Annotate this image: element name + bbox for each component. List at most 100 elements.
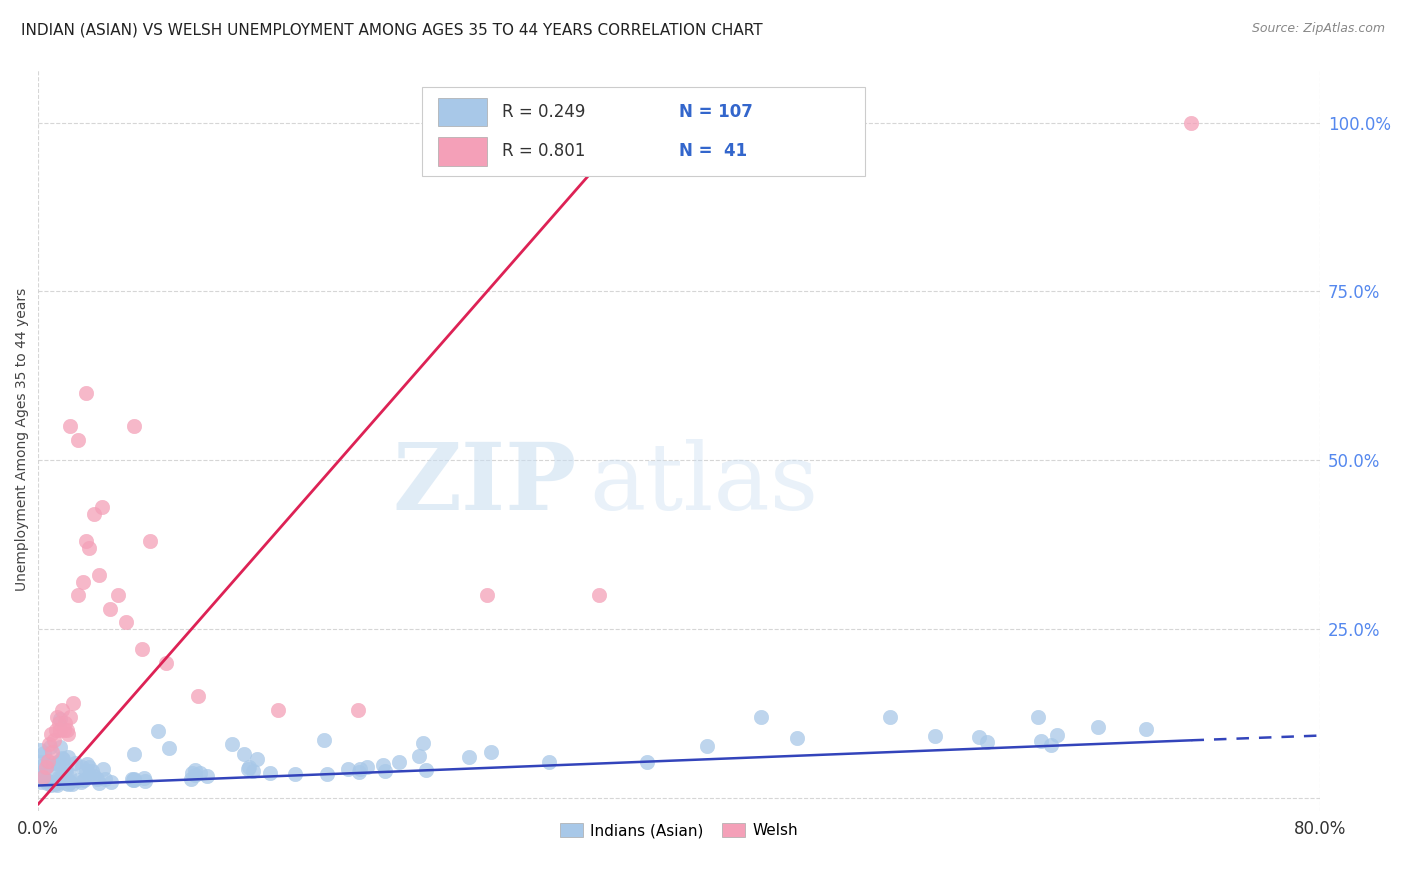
Point <box>44 777 66 791</box>
Point <box>46 776 69 790</box>
Point <box>76 756 98 771</box>
Text: R = 0.801: R = 0.801 <box>502 142 585 161</box>
Y-axis label: Unemployment Among Ages 35 to 44 years: Unemployment Among Ages 35 to 44 years <box>15 288 30 591</box>
Point <box>83 507 105 521</box>
Point <box>72 760 94 774</box>
Point <box>75 534 97 549</box>
Point <box>66 588 89 602</box>
Point <box>56 774 79 789</box>
Text: INDIAN (ASIAN) VS WELSH UNEMPLOYMENT AMONG AGES 35 TO 44 YEARS CORRELATION CHART: INDIAN (ASIAN) VS WELSH UNEMPLOYMENT AMO… <box>21 22 762 37</box>
Point <box>122 419 145 434</box>
Point <box>121 772 143 787</box>
Point <box>66 433 89 447</box>
Text: Source: ZipAtlas.com: Source: ZipAtlas.com <box>1251 22 1385 36</box>
Point <box>56 750 79 764</box>
Point <box>356 760 378 774</box>
Point <box>39 778 62 792</box>
Point <box>56 777 79 791</box>
Bar <box>437 98 486 127</box>
Text: ZIP: ZIP <box>392 440 576 530</box>
Point <box>48 716 70 731</box>
Point <box>48 770 70 784</box>
Point <box>122 772 145 787</box>
Point <box>187 690 209 704</box>
Point <box>115 615 138 629</box>
Point <box>28 768 51 782</box>
Point <box>786 731 808 746</box>
Point <box>879 709 901 723</box>
Point <box>32 746 55 760</box>
Point <box>221 737 243 751</box>
Point <box>59 709 82 723</box>
Point <box>35 772 58 787</box>
Point <box>67 773 90 788</box>
Point <box>98 601 121 615</box>
Point <box>155 656 177 670</box>
Point <box>312 733 335 747</box>
Point <box>139 534 162 549</box>
Point <box>588 588 610 602</box>
Point <box>233 747 256 761</box>
Point <box>72 773 94 788</box>
Point <box>58 726 80 740</box>
Point <box>180 772 202 786</box>
Point <box>190 766 212 780</box>
Point <box>51 751 73 765</box>
Point <box>107 588 129 602</box>
Point <box>388 756 411 770</box>
Point <box>696 739 718 753</box>
Point <box>48 754 70 768</box>
Point <box>91 762 114 776</box>
Point <box>59 774 82 789</box>
Point <box>37 754 59 768</box>
Point <box>45 775 67 789</box>
Point <box>52 752 75 766</box>
Point <box>63 756 86 770</box>
Point <box>479 745 502 759</box>
Point <box>45 756 67 770</box>
Point <box>924 730 946 744</box>
Point <box>415 764 437 778</box>
Point <box>82 764 104 779</box>
Point <box>39 726 62 740</box>
Point <box>55 775 77 789</box>
Point <box>1046 728 1069 742</box>
Point <box>349 762 371 776</box>
Point <box>41 766 63 780</box>
Point <box>42 733 65 747</box>
Point <box>749 709 772 723</box>
Point <box>1135 723 1157 737</box>
Point <box>45 723 67 738</box>
Point <box>31 771 53 785</box>
Point <box>31 770 53 784</box>
Point <box>91 500 114 515</box>
Bar <box>422 87 865 177</box>
Point <box>87 776 110 790</box>
Point <box>42 756 65 770</box>
Point <box>39 739 62 754</box>
Point <box>374 764 396 779</box>
Point <box>52 766 75 780</box>
Point <box>238 760 260 774</box>
Text: R = 0.249: R = 0.249 <box>502 103 585 121</box>
Point <box>122 747 145 761</box>
Point <box>267 703 290 717</box>
Point <box>1180 115 1202 129</box>
Point <box>60 776 83 790</box>
Point <box>242 764 264 779</box>
Point <box>30 755 52 769</box>
Point <box>347 703 370 717</box>
Point <box>35 760 58 774</box>
Point <box>83 768 105 782</box>
Point <box>52 767 75 781</box>
Legend: Indians (Asian), Welsh: Indians (Asian), Welsh <box>554 817 804 845</box>
Point <box>62 696 84 710</box>
Point <box>121 772 143 787</box>
Point <box>49 712 72 726</box>
Point <box>51 703 73 717</box>
Point <box>52 723 75 738</box>
Point <box>58 767 80 781</box>
Point <box>59 419 82 434</box>
Point <box>75 385 97 400</box>
Point <box>37 773 59 788</box>
